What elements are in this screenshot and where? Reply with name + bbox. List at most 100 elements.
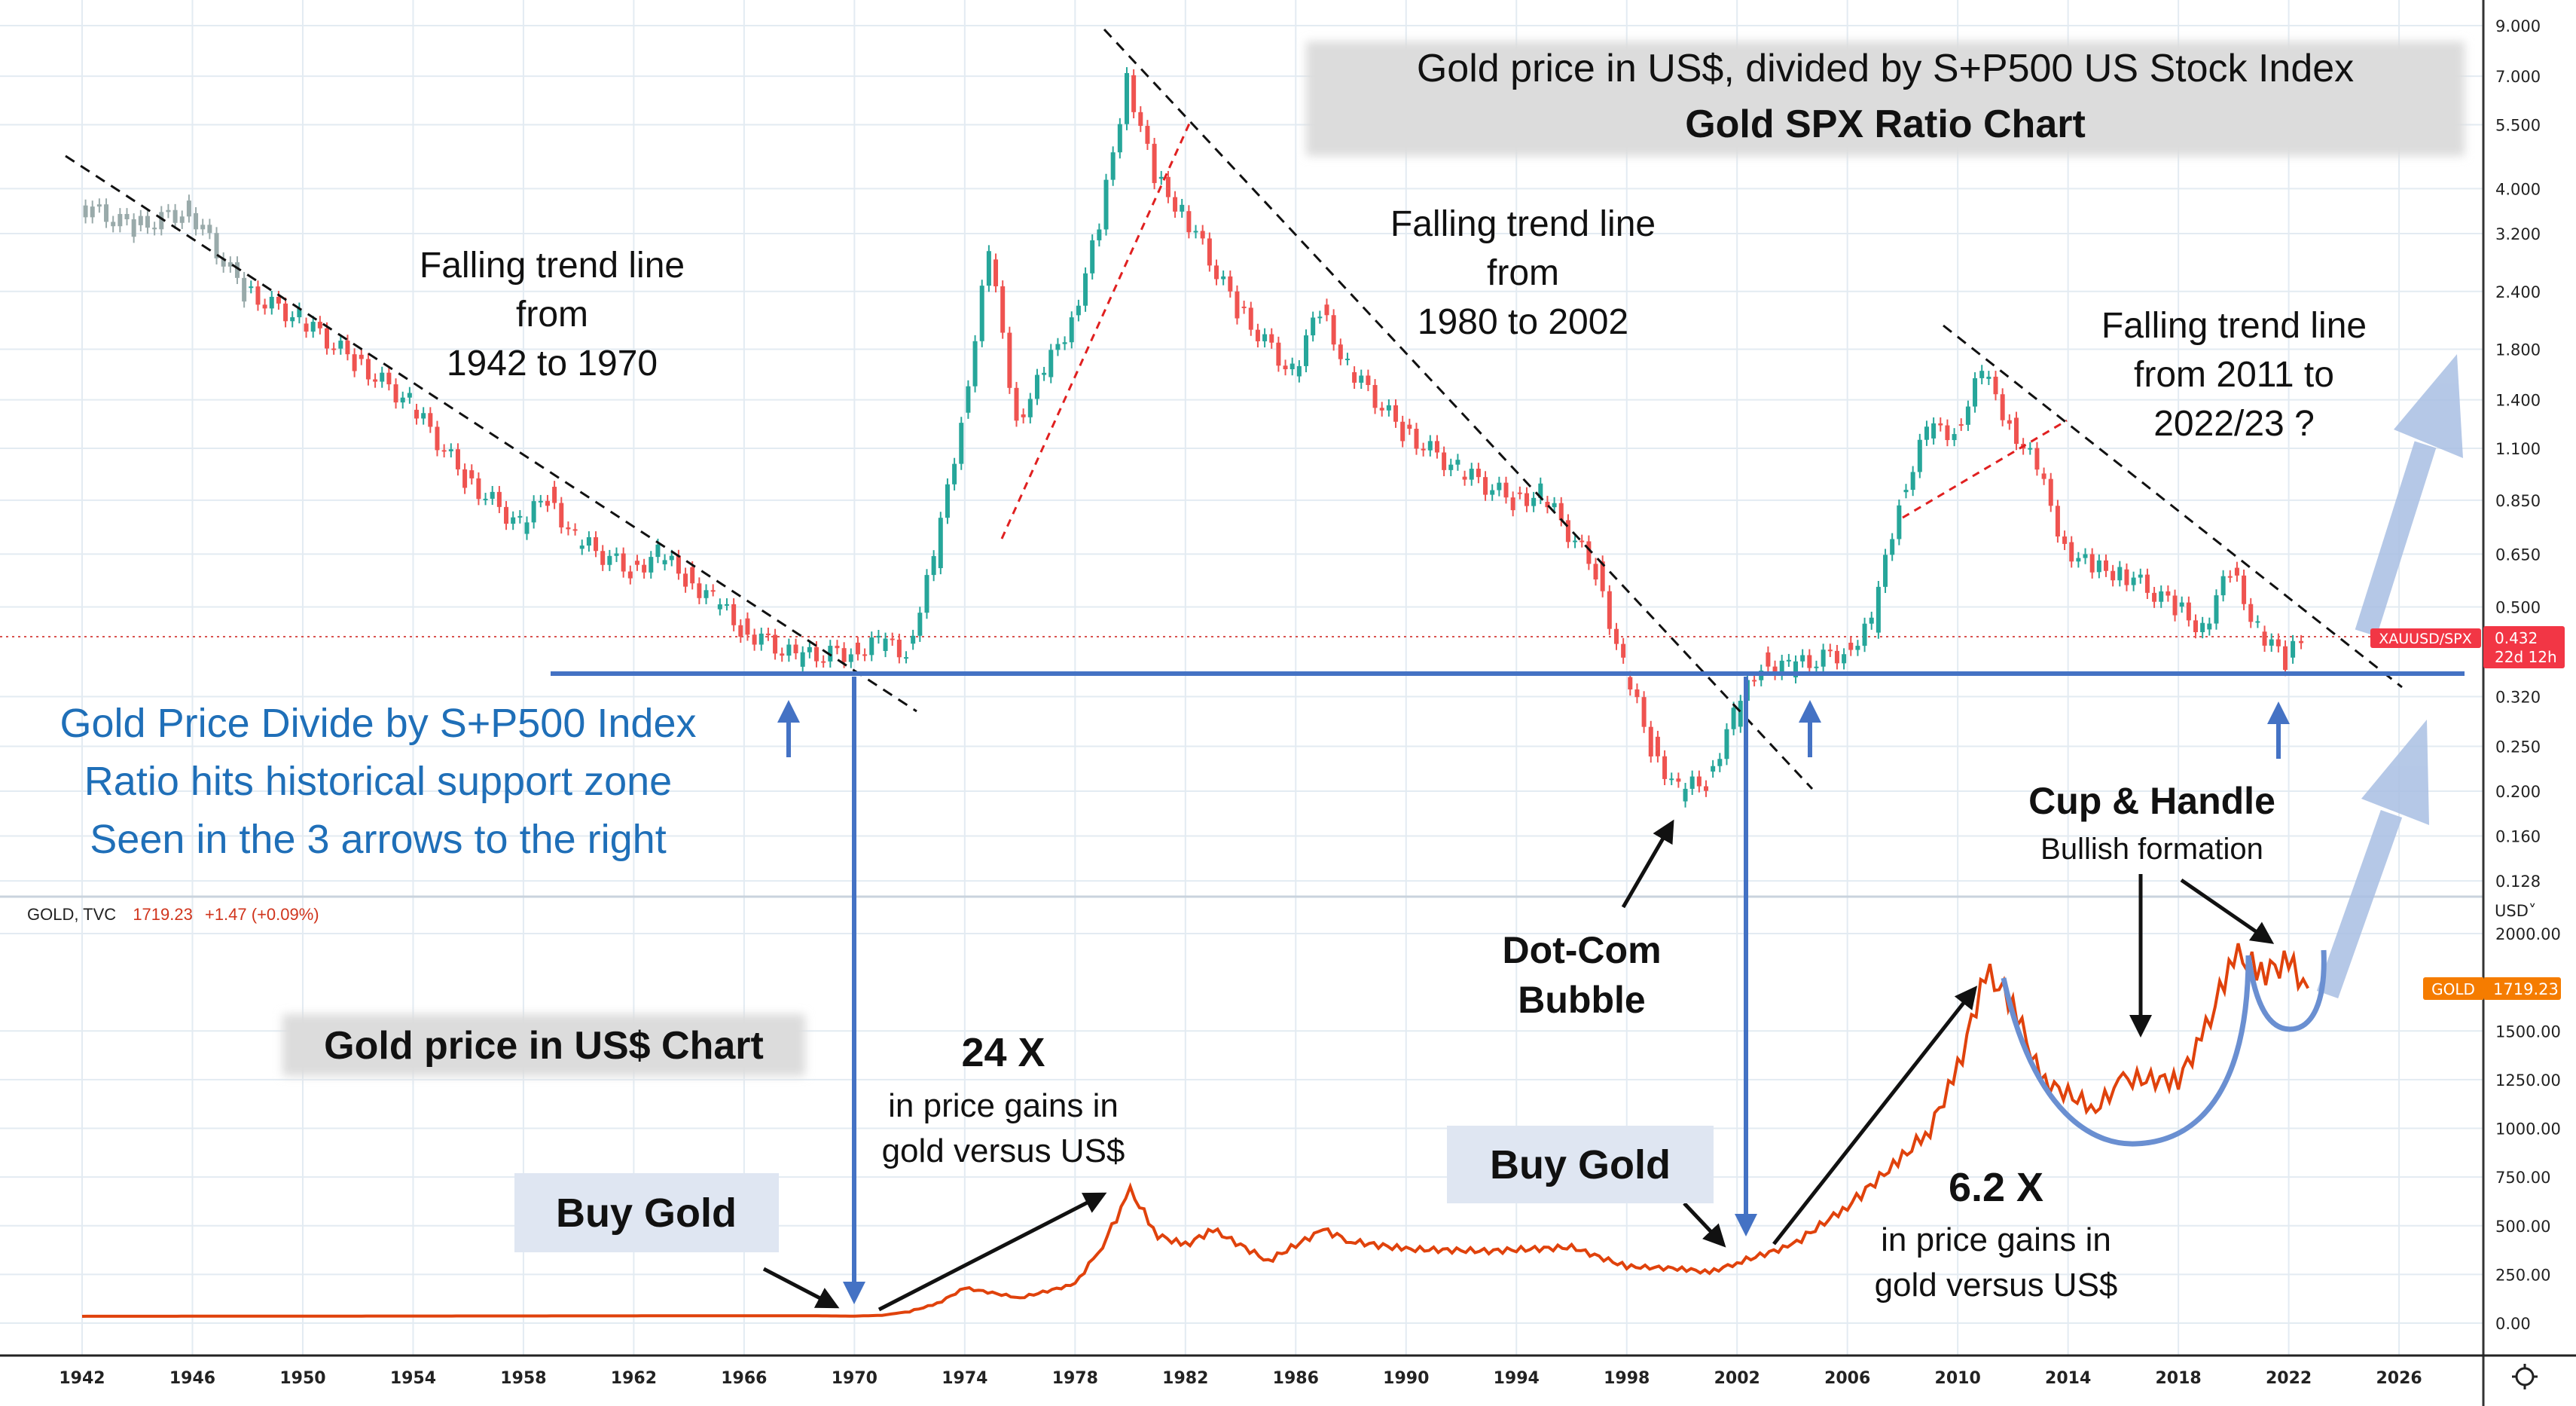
gold-tick-label: 0.00 (2495, 1315, 2531, 1333)
ratio-candle (2269, 639, 2274, 646)
gold-legend[interactable]: GOLD, TVC 1719.23 +1.47 (+0.09%) (27, 905, 319, 924)
trend-line-1980-2002[interactable] (1103, 28, 1814, 790)
currency-selector[interactable]: USD˅ (2495, 902, 2536, 920)
ratio-candle (1910, 472, 1915, 491)
ratio-candle (1772, 666, 1778, 674)
ratio-candle (952, 463, 957, 484)
ratio-candle (242, 277, 247, 302)
ratio-candle (359, 354, 364, 359)
ratio-candle (1738, 701, 1743, 727)
gold-tick-label: 750.00 (2495, 1169, 2550, 1187)
trend-line-1942-1970[interactable] (65, 154, 917, 713)
ratio-candle (1793, 661, 1799, 677)
ratio-candle (896, 639, 902, 658)
ratio-candle (642, 564, 647, 573)
support-line-3: Seen in the 3 arrows to the right (90, 817, 666, 862)
ratio-candle (904, 657, 909, 659)
ratio-candle (1883, 555, 1888, 587)
ratio-candle (2131, 577, 2136, 585)
ratio-candle (2007, 420, 2012, 424)
ratio-candle (1393, 405, 1399, 422)
gold-line-series (81, 943, 2309, 1318)
ratio-candle (621, 553, 626, 572)
time-tick-label: 2002 (1714, 1369, 1760, 1388)
ratio-candle (552, 487, 557, 503)
buy-gold-label-1: Buy Gold (556, 1191, 737, 1236)
ratio-candle (338, 341, 343, 349)
ratio-candle (393, 384, 398, 403)
ratio-candle (255, 286, 261, 305)
settings-gear-icon[interactable] (2512, 1364, 2538, 1389)
buy-gold-box-2 (1447, 1126, 1714, 1203)
ratio-candle (690, 567, 695, 584)
ratio-candle (1965, 406, 1970, 425)
time-tick-label: 1990 (1383, 1369, 1429, 1388)
trend-line-2011-2022[interactable] (1943, 324, 2403, 689)
ratio-candle (1538, 483, 1543, 498)
ratio-candle (1097, 229, 1102, 240)
ratio-candle (1344, 359, 1350, 361)
ratio-candle (325, 328, 330, 349)
trend1-line-3: 1942 to 1970 (447, 344, 658, 384)
ratio-candle (765, 633, 771, 635)
trend1-line-2: from (516, 295, 588, 335)
ratio-candle (1317, 316, 1323, 319)
ratio-candle (993, 259, 999, 286)
red-trend-line-1976-1980[interactable] (1000, 123, 1191, 539)
ratio-candle (655, 544, 661, 558)
ratio-candle (1173, 197, 1178, 212)
ratio-candle (1855, 646, 1860, 650)
ratio-candle (1180, 204, 1185, 212)
ratio-candle (752, 634, 757, 645)
ratio-candle (1938, 423, 1943, 426)
ratio-candle (1545, 501, 1550, 508)
ratio-candle (1814, 666, 1819, 668)
ratio-tick-label: 0.200 (2495, 783, 2541, 801)
ratio-candle (1241, 306, 1247, 308)
gold-chart-label-box (282, 1014, 805, 1076)
ratio-candle (773, 634, 778, 654)
ratio-candle (207, 225, 212, 234)
ratio-candle (704, 590, 709, 598)
price-scale[interactable] (2483, 0, 2576, 1406)
ratio-candle (945, 484, 950, 518)
ratio-candle (2111, 570, 2116, 581)
ratio-candle (441, 450, 447, 452)
ratio-candle (614, 553, 619, 556)
time-tick-label: 1954 (390, 1369, 436, 1388)
ratio-candle (455, 449, 460, 469)
ratio-candle (1276, 342, 1281, 366)
ratio-candle (579, 546, 584, 549)
ratio-candle (283, 303, 288, 322)
trend2-line-2: from (1487, 253, 1559, 293)
ratio-candle (1593, 564, 1598, 580)
ratio-candle (1255, 329, 1260, 341)
ratio-candle (269, 296, 274, 309)
ratio-candle (1427, 441, 1433, 451)
time-tick-label: 1942 (59, 1369, 105, 1388)
ratio-candle (1165, 176, 1170, 197)
ratio-candle (1421, 448, 1426, 451)
time-axis[interactable]: 1942 1946 1950 1954 1958 1962 1966 1970 1974 1978… (59, 1369, 2422, 1388)
ratio-candle (2255, 621, 2260, 623)
ratio-price-badge (2483, 626, 2565, 668)
red-trend-line-2008-2013[interactable] (1902, 419, 2068, 519)
ratio-candle (414, 409, 420, 419)
gold-chart-label: Gold price in US$ Chart (324, 1024, 764, 1068)
ratio-candle (1924, 426, 1929, 440)
ratio-candle (1455, 460, 1460, 465)
ratio-candle (2138, 574, 2143, 578)
ratio-candle (1372, 384, 1378, 408)
trend3-line-1: Falling trend line (2101, 306, 2367, 346)
ratio-candle (1724, 729, 1729, 760)
ratio-candle (2062, 536, 2068, 544)
ratio-candle (1186, 211, 1192, 233)
ratio-candle (1152, 143, 1157, 183)
ratio-candle (166, 209, 171, 212)
ratio-candle (2013, 417, 2019, 445)
ratio-candle (1304, 335, 1309, 366)
ratio-candle (2283, 646, 2288, 671)
gold-price-value: 1719.23 (2493, 980, 2559, 998)
ratio-candle (1634, 689, 1640, 698)
ratio-candle (1138, 112, 1143, 127)
